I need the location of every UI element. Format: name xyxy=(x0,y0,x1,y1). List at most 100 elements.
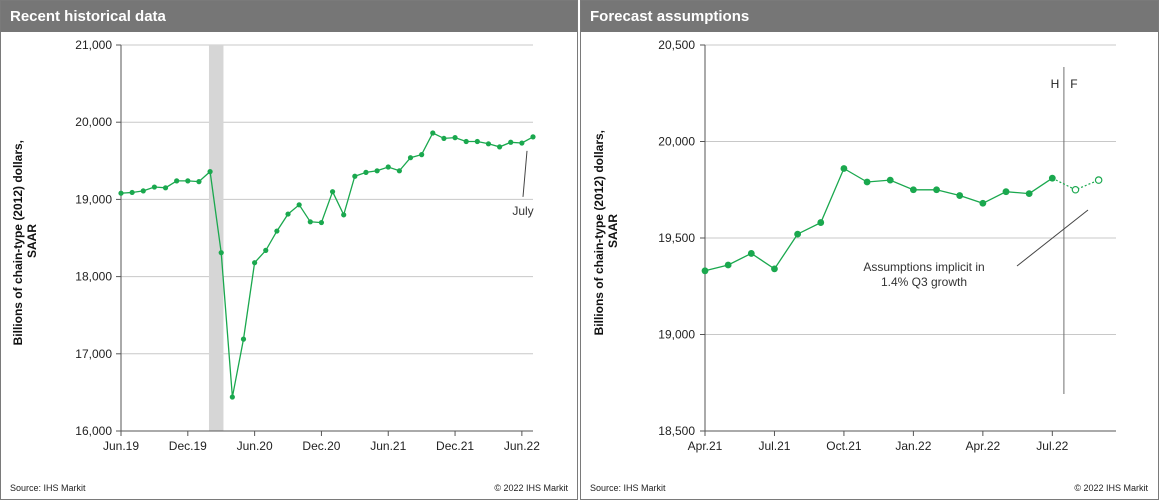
historical-copyright: © 2022 IHS Markit xyxy=(494,483,568,493)
x-tick-label: Jun.22 xyxy=(504,439,540,453)
forecast-series-group xyxy=(701,165,1103,275)
data-point xyxy=(129,189,135,196)
history-data-point xyxy=(979,199,987,207)
x-tick-label: Jun.21 xyxy=(370,439,406,453)
data-point xyxy=(352,173,358,179)
y-tick-label: 18,500 xyxy=(658,424,695,438)
forecast-annotations: Assumptions implicit in1.4% Q3 growth xyxy=(863,209,1089,289)
history-data-point xyxy=(817,219,825,226)
historical-y-axis-label-line1: Billions of chain-type (2012) dollars, xyxy=(11,140,25,345)
data-point xyxy=(252,260,258,266)
data-point xyxy=(118,190,124,196)
x-tick-label: Jun.20 xyxy=(237,439,273,453)
data-point xyxy=(151,184,158,190)
forecast-gridlines xyxy=(705,44,1116,335)
recession-band xyxy=(208,45,224,431)
forecast-chart-title: Forecast assumptions xyxy=(581,1,1158,32)
data-point xyxy=(419,152,425,158)
data-point xyxy=(508,139,514,145)
consumer-spending-line xyxy=(120,132,534,398)
history-data-point xyxy=(701,267,709,275)
x-tick-label: Jan.22 xyxy=(895,439,931,453)
historical-y-axis-label: Billions of chain-type (2012) dollars, S… xyxy=(11,137,39,346)
forecast-data-point xyxy=(1071,185,1080,194)
data-point xyxy=(385,164,391,170)
forecast-source-note: Source: IHS Markit xyxy=(590,483,666,493)
historical-axes: 16,000 17,000 18,000 19,000 20,000 21,000 Jun.… xyxy=(75,38,540,453)
data-point xyxy=(519,140,525,146)
historical-gridlines xyxy=(121,44,533,355)
history-marker-label: H xyxy=(1051,77,1060,91)
forecast-marker-label: F xyxy=(1070,77,1077,91)
y-tick-label: 20,500 xyxy=(658,38,695,52)
x-tick-label: Dec.21 xyxy=(436,439,474,453)
data-point xyxy=(452,135,458,141)
recession-band-group xyxy=(208,45,224,431)
forecast-chart-svg: 18,500 19,000 19,500 20,000 20,500 Apr.21 Jul.… xyxy=(590,38,1148,493)
data-point xyxy=(407,155,414,161)
y-tick-label: 21,000 xyxy=(75,38,112,52)
data-point xyxy=(463,138,469,145)
data-point xyxy=(185,178,191,184)
data-point xyxy=(285,211,291,217)
history-data-point xyxy=(909,186,917,194)
historical-chart-title: Recent historical data xyxy=(1,1,577,32)
data-point xyxy=(218,250,224,256)
data-point xyxy=(374,168,380,174)
data-point xyxy=(240,336,247,342)
data-point xyxy=(274,228,280,234)
assumptions-callout-line1: Assumptions implicit in xyxy=(863,260,984,274)
data-point xyxy=(430,130,436,136)
history-data-point xyxy=(747,250,755,257)
historical-source-note: Source: IHS Markit xyxy=(10,483,86,493)
history-data-point xyxy=(863,178,871,186)
history-data-point xyxy=(840,165,848,172)
y-tick-label: 16,000 xyxy=(75,424,112,438)
history-line xyxy=(704,167,1053,272)
x-tick-label: Dec.20 xyxy=(302,439,340,453)
data-point xyxy=(207,169,213,175)
history-data-point xyxy=(1025,190,1033,198)
historical-series-group xyxy=(118,130,536,400)
data-point xyxy=(318,219,325,226)
data-point xyxy=(196,179,202,185)
data-point xyxy=(396,168,402,174)
x-tick-label: Jul.21 xyxy=(758,439,790,453)
data-point xyxy=(174,178,180,184)
data-point xyxy=(296,202,302,208)
history-data-point xyxy=(724,261,732,269)
history-data-point xyxy=(794,230,802,238)
forecast-y-axis-label: Billions of chain-type (2012) dollars, S… xyxy=(592,127,620,336)
data-point xyxy=(363,169,369,175)
forecast-axes: 18,500 19,000 19,500 20,000 20,500 Apr.21 Jul.… xyxy=(658,38,1116,453)
y-tick-label: 20,000 xyxy=(75,115,112,129)
forecast-y-axis-label-line1: Billions of chain-type (2012) dollars, xyxy=(592,130,606,335)
history-data-point xyxy=(771,265,778,273)
x-tick-label: Jun.19 xyxy=(103,439,139,453)
y-tick-label: 18,000 xyxy=(75,270,112,284)
history-data-point xyxy=(886,176,894,184)
data-point xyxy=(307,219,313,225)
forecast-data-point xyxy=(1094,176,1103,184)
historical-chart-svg: 16,000 17,000 18,000 19,000 20,000 21,000 Jun.… xyxy=(10,38,568,493)
x-tick-label: Apr.21 xyxy=(688,439,723,453)
data-point xyxy=(229,394,235,400)
history-data-point xyxy=(1002,188,1010,196)
y-tick-label: 20,000 xyxy=(658,135,695,149)
data-point xyxy=(341,212,347,218)
y-tick-label: 17,000 xyxy=(75,347,112,361)
historical-annotations: July xyxy=(512,150,534,218)
data-point xyxy=(140,188,146,194)
forecast-chart-panel: Forecast assumptions 18,500 19,000 19,500 2… xyxy=(580,0,1159,500)
july-callout-label: July xyxy=(512,204,533,218)
forecast-copyright: © 2022 IHS Markit xyxy=(1074,483,1148,493)
history-data-point xyxy=(956,192,964,199)
y-tick-label: 19,000 xyxy=(75,192,112,206)
data-point xyxy=(441,135,447,142)
historical-chart-panel: Recent historical data 16,000 17,000 18,00… xyxy=(0,0,578,500)
data-point xyxy=(530,134,536,140)
data-point xyxy=(329,189,336,195)
x-tick-label: Oct.21 xyxy=(826,439,862,453)
y-tick-label: 19,000 xyxy=(658,328,695,342)
